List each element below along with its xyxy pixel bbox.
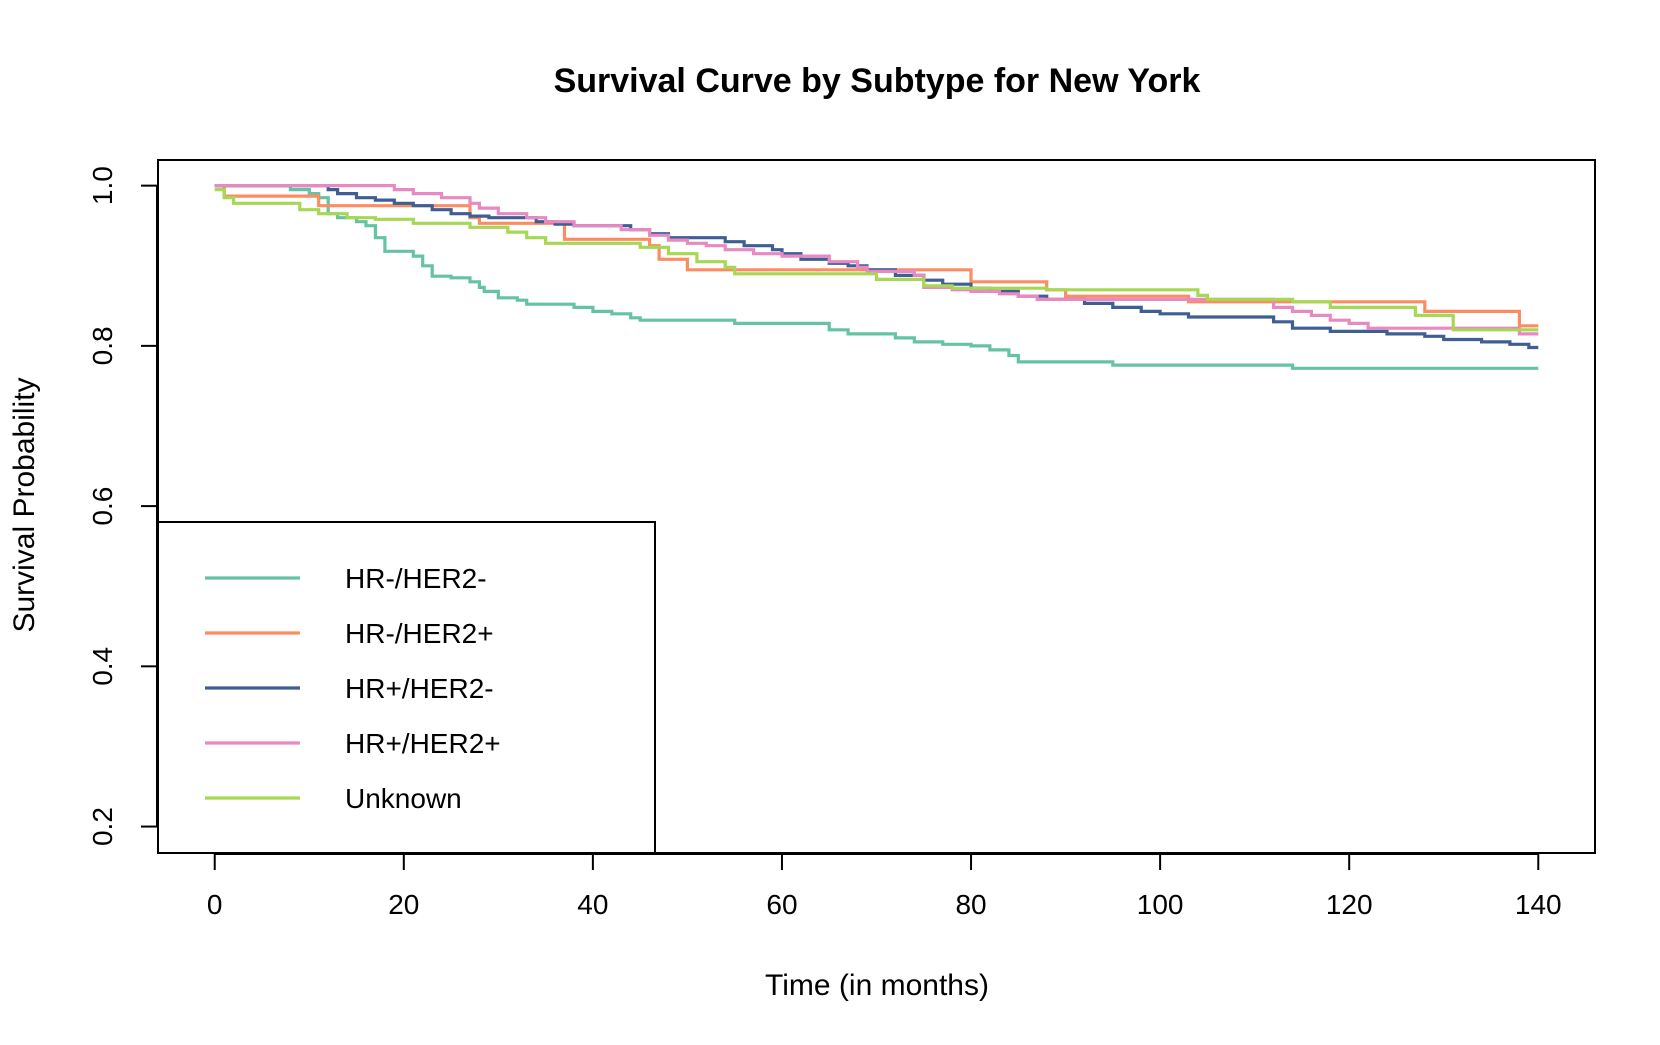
x-tick-label: 140 xyxy=(1515,889,1562,920)
x-tick-label: 60 xyxy=(766,889,797,920)
series-layer xyxy=(214,184,1539,370)
x-tick-label: 100 xyxy=(1137,889,1184,920)
legend-label-hr-her2: HR+/HER2+ xyxy=(345,728,501,759)
x-tick-label: 80 xyxy=(955,889,986,920)
y-axis: 0.2 0.4 0.6 0.8 1.0 xyxy=(87,166,158,846)
x-tick-label: 0 xyxy=(207,889,223,920)
series-line-hr-her2 xyxy=(214,184,1539,336)
legend-label-unknown: Unknown xyxy=(345,783,462,814)
legend-label-hr-her2: HR-/HER2+ xyxy=(345,618,494,649)
series-line-unknown xyxy=(214,188,1539,332)
y-tick-label: 1.0 xyxy=(87,166,118,205)
y-tick-label: 0.2 xyxy=(87,807,118,846)
legend-label-hr-her2: HR-/HER2- xyxy=(345,563,487,594)
y-tick-label: 0.6 xyxy=(87,487,118,526)
x-axis: 0 20 40 60 80 100 120 140 xyxy=(207,853,1562,920)
chart-title: Survival Curve by Subtype for New York xyxy=(554,62,1201,100)
x-tick-label: 40 xyxy=(577,889,608,920)
y-axis-label: Survival Probability xyxy=(8,377,41,632)
x-tick-label: 20 xyxy=(388,889,419,920)
x-tick-label: 120 xyxy=(1326,889,1373,920)
y-tick-label: 0.4 xyxy=(87,647,118,686)
y-tick-label: 0.8 xyxy=(87,326,118,365)
x-axis-label: Time (in months) xyxy=(765,969,989,1002)
series-line-hr-her2 xyxy=(214,184,1539,350)
legend: HR-/HER2- HR-/HER2+ HR+/HER2- HR+/HER2+ Unkn… xyxy=(157,521,656,854)
legend-label-hr-her2: HR+/HER2- xyxy=(345,673,494,704)
